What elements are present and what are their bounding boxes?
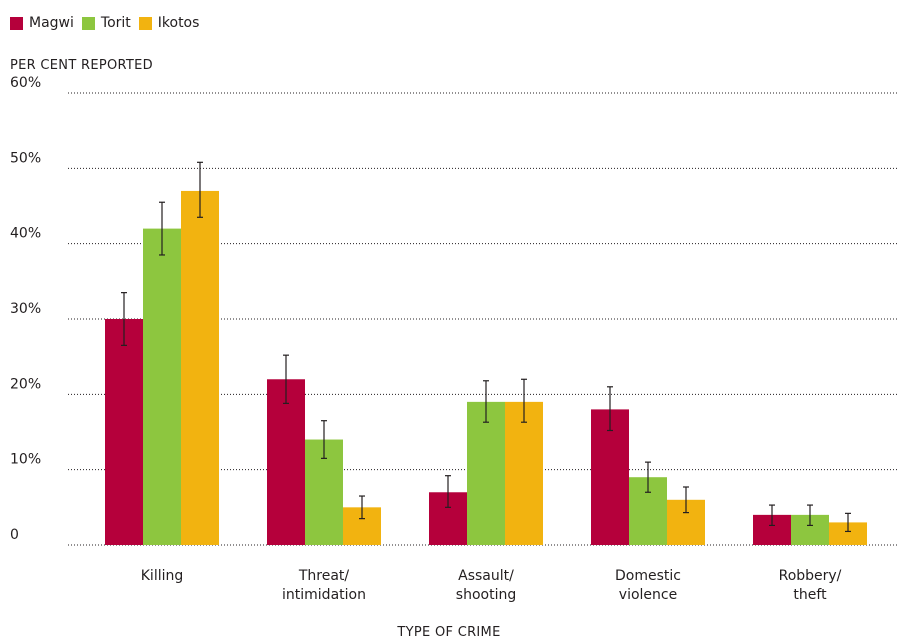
bar xyxy=(105,319,143,545)
y-tick-label: 40% xyxy=(10,226,41,242)
bar xyxy=(181,190,219,545)
bar xyxy=(267,379,305,545)
y-tick-label: 10% xyxy=(10,452,41,468)
y-tick-label: 20% xyxy=(10,376,41,392)
x-tick-label: Threat/intimidation xyxy=(282,568,366,603)
bar xyxy=(591,409,629,545)
x-tick-label: Assault/shooting xyxy=(456,568,516,603)
legend-item-magwi: Magwi xyxy=(10,15,74,31)
x-tick-label: Domestic violence xyxy=(615,568,681,603)
x-axis-title: TYPE OF CRIME xyxy=(397,625,501,640)
legend-swatch-torit xyxy=(81,16,95,30)
bar xyxy=(829,522,867,545)
legend-label-ikotos: Ikotos xyxy=(157,15,200,31)
legend-label-magwi: Magwi xyxy=(29,15,74,31)
legend-item-ikotos: Ikotos xyxy=(138,15,200,31)
y-tick-label: 50% xyxy=(10,150,41,166)
legend-label-torit: Torit xyxy=(100,15,131,31)
y-tick-label: 60% xyxy=(10,75,41,91)
x-tick-label: Robbery/theft xyxy=(779,568,842,603)
legend-swatch-magwi xyxy=(10,16,23,30)
legend-swatch-ikotos xyxy=(138,16,152,30)
chart-legend: Magwi Torit Ikotos xyxy=(10,15,207,31)
legend-item-torit: Torit xyxy=(81,15,131,31)
bar xyxy=(143,228,181,545)
bar xyxy=(467,401,505,545)
bar xyxy=(505,401,543,545)
y-tick-label: 0 xyxy=(10,527,19,543)
y-axis-title: PER CENT REPORTED xyxy=(10,58,153,73)
y-tick-label: 30% xyxy=(10,301,41,317)
x-tick-label: Killing xyxy=(141,568,184,584)
